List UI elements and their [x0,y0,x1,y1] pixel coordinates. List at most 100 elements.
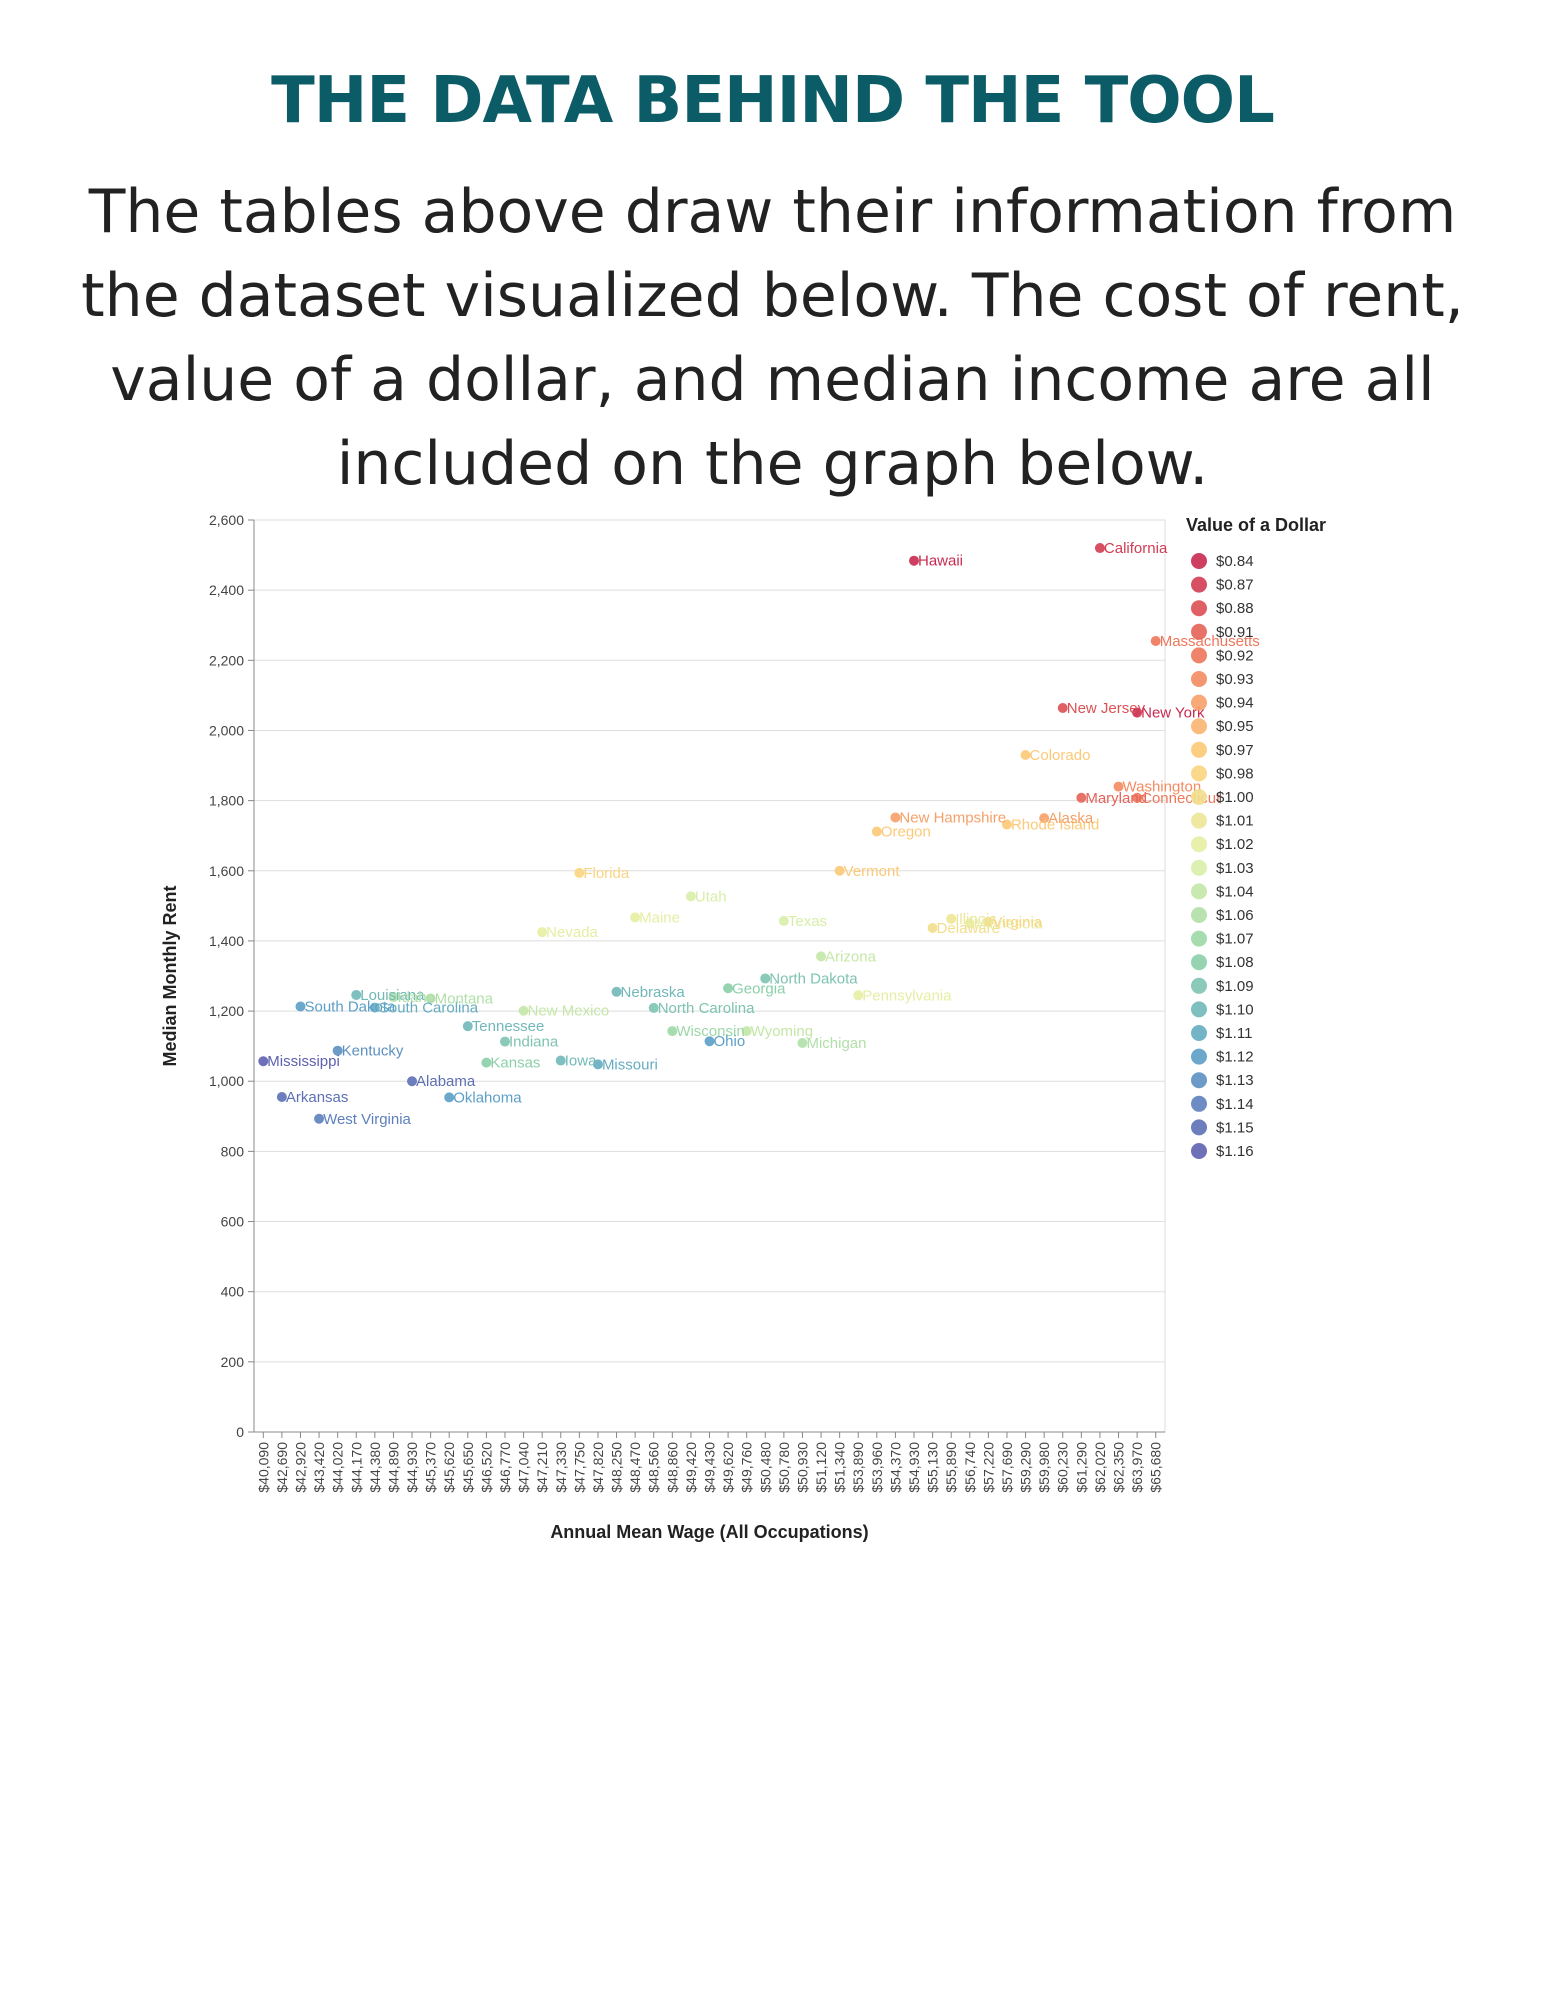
legend-swatch [1191,600,1207,617]
data-point [611,986,622,997]
legend-swatch [1191,859,1207,876]
x-tick-label: $48,250 [609,1442,625,1493]
legend-label: $1.11 [1216,1025,1252,1042]
legend-label: $0.91 [1216,624,1254,641]
x-tick-label: $46,520 [478,1442,494,1493]
data-label: Pennsylvania [862,987,952,1004]
data-label: Vermont [844,863,901,880]
legend-swatch [1191,765,1207,782]
y-tick-label: 200 [221,1354,245,1370]
legend-label: $0.95 [1216,718,1254,735]
x-tick-label: $45,370 [423,1442,439,1493]
legend-label: $0.84 [1216,553,1254,570]
x-tick-label: $49,620 [720,1442,736,1493]
legend-swatch [1191,623,1207,640]
data-label: Montana [435,990,494,1007]
y-tick-label: 1,600 [209,863,244,879]
x-tick-label: $51,120 [813,1442,829,1493]
data-label: Missouri [602,1056,658,1073]
legend-swatch [1191,812,1207,829]
data-label: Mississippi [267,1053,340,1070]
legend-swatch [1191,789,1207,805]
data-label: Iowa [565,1053,597,1070]
legend-label: $1.06 [1216,907,1254,924]
x-tick-label: $56,740 [962,1442,978,1493]
y-tick-label: 2,200 [209,652,244,668]
data-labels: Mississippi Arkansas South Dakota West Virg… [267,540,1259,1128]
page-title: THE DATA BEHIND THE TOOL [271,64,1275,138]
data-label: Minnesota [974,915,1044,932]
data-label: New Hampshire [899,809,1006,826]
x-tick-label: $47,820 [590,1442,606,1493]
legend-label: $1.14 [1216,1096,1254,1113]
data-point [927,922,938,933]
data-label: Maryland [1085,790,1147,807]
legend-swatch [1191,647,1207,664]
data-point [444,1092,455,1103]
data-label: Louisiana [360,987,425,1004]
legend-swatch [1191,553,1207,569]
x-tick-label: $49,430 [702,1442,718,1493]
x-tick-label: $44,930 [404,1442,420,1493]
x-axis-title: Annual Mean Wage (All Occupations) [550,1522,868,1542]
legend-label: $0.92 [1216,647,1254,664]
data-point [1094,543,1105,554]
data-label: Tennessee [472,1018,545,1035]
x-tick-label: $53,960 [869,1442,885,1493]
x-axis: $40,090 $42,690 $42,920 $43,420 $44,020 $44,1… [254,1431,1165,1493]
data-point [946,913,957,924]
x-tick-label: $45,620 [441,1442,457,1493]
data-label: West Virginia [323,1111,411,1128]
data-label: Hawaii [918,553,963,570]
legend-swatch [1191,576,1207,593]
x-tick-label: $46,770 [497,1442,513,1493]
data-point [314,1113,325,1124]
legend-swatch [1191,1143,1207,1159]
data-label: Nebraska [621,984,686,1001]
data-point [481,1057,492,1068]
legend-label: $1.09 [1216,978,1254,995]
data-point [704,1036,715,1047]
legend-swatch [1191,718,1207,735]
x-tick-label: $45,650 [460,1442,476,1493]
data-point [555,1055,566,1066]
legend-swatch [1191,694,1207,711]
x-tick-label: $48,860 [664,1442,680,1493]
data-point [1057,703,1068,714]
legend-label: $0.88 [1216,600,1254,617]
legend-label: $1.01 [1216,813,1254,830]
data-label: Kansas [490,1055,540,1072]
x-tick-label: $51,340 [832,1442,848,1493]
x-tick-label: $59,980 [1036,1442,1052,1493]
data-point [1132,707,1143,718]
legend-swatch [1191,977,1207,994]
data-point [871,826,882,837]
data-label: Arkansas [286,1089,349,1106]
x-tick-label: $44,170 [348,1442,364,1493]
x-tick-label: $53,890 [850,1442,866,1493]
data-point [648,1002,659,1013]
data-label: Oklahoma [453,1089,522,1106]
data-label: New Mexico [528,1003,610,1020]
data-label: South Dakota [304,999,396,1016]
data-point [258,1056,269,1067]
data-point [407,1076,418,1087]
x-tick-label: $49,420 [683,1442,699,1493]
data-label: Connecticut [1141,790,1221,807]
x-tick-label: $42,690 [274,1442,290,1493]
data-point [816,951,827,962]
x-tick-label: $50,930 [794,1442,810,1493]
legend-label: $1.03 [1216,860,1254,877]
data-label: Illinois [955,911,997,928]
data-point [667,1026,678,1037]
legend-swatch [1191,1095,1207,1112]
legend-label: $1.04 [1216,883,1254,900]
data-point [1150,636,1161,647]
y-axis: 0 200 400 600 800 1,000 1,200 1,400 1,600 1,800 2,… [209,512,255,1440]
x-tick-label: $42,920 [292,1442,308,1493]
legend-swatch [1191,671,1207,687]
data-label: Idaho [397,989,435,1006]
data-label: Florida [583,865,630,882]
data-label: Massachusetts [1160,633,1260,650]
